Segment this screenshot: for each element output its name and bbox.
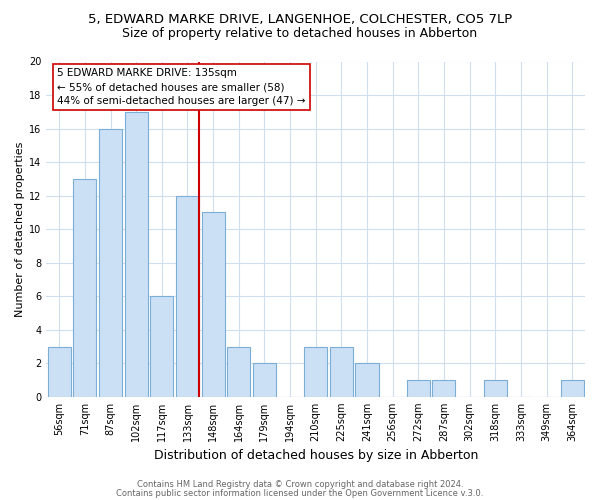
Bar <box>227 346 250 397</box>
Bar <box>253 364 276 397</box>
Text: Size of property relative to detached houses in Abberton: Size of property relative to detached ho… <box>122 28 478 40</box>
Bar <box>330 346 353 397</box>
Text: 5 EDWARD MARKE DRIVE: 135sqm
← 55% of detached houses are smaller (58)
44% of se: 5 EDWARD MARKE DRIVE: 135sqm ← 55% of de… <box>57 68 305 106</box>
Text: Contains HM Land Registry data © Crown copyright and database right 2024.: Contains HM Land Registry data © Crown c… <box>137 480 463 489</box>
Y-axis label: Number of detached properties: Number of detached properties <box>15 142 25 317</box>
Bar <box>484 380 507 397</box>
X-axis label: Distribution of detached houses by size in Abberton: Distribution of detached houses by size … <box>154 450 478 462</box>
Bar <box>176 196 199 397</box>
Bar <box>407 380 430 397</box>
Bar <box>560 380 584 397</box>
Bar <box>355 364 379 397</box>
Text: Contains public sector information licensed under the Open Government Licence v.: Contains public sector information licen… <box>116 488 484 498</box>
Bar <box>47 346 71 397</box>
Bar <box>304 346 327 397</box>
Bar <box>202 212 224 397</box>
Text: 5, EDWARD MARKE DRIVE, LANGENHOE, COLCHESTER, CO5 7LP: 5, EDWARD MARKE DRIVE, LANGENHOE, COLCHE… <box>88 12 512 26</box>
Bar <box>125 112 148 397</box>
Bar <box>433 380 455 397</box>
Bar <box>150 296 173 397</box>
Bar <box>73 179 97 397</box>
Bar <box>99 128 122 397</box>
